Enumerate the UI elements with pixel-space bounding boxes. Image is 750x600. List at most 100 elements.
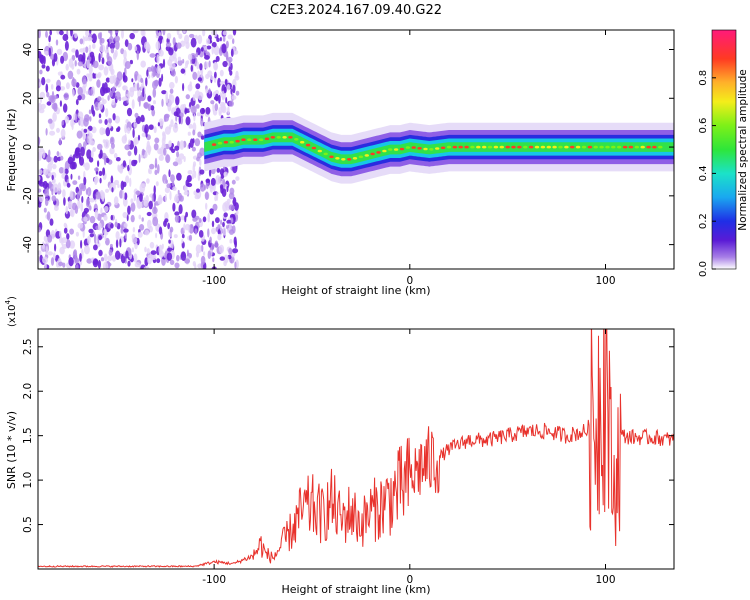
noise-speckle <box>89 30 92 34</box>
noise-speckle <box>110 215 114 221</box>
noise-speckle <box>138 214 142 220</box>
noise-speckle <box>92 43 96 49</box>
noise-speckle <box>189 138 194 148</box>
noise-speckle <box>92 60 99 69</box>
ridge-peak <box>552 145 557 149</box>
noise-speckle <box>154 157 158 168</box>
noise-speckle <box>90 150 94 158</box>
noise-speckle <box>83 117 89 127</box>
noise-speckle <box>77 199 81 209</box>
noise-speckle <box>204 55 210 60</box>
noise-speckle <box>187 170 193 175</box>
noise-speckle <box>158 77 162 87</box>
ridge-peak <box>634 145 639 149</box>
noise-speckle <box>40 54 45 65</box>
y-tick-label: -40 <box>22 236 34 253</box>
heatmap-ticks: -100 0 100 40 20 0 -20 -40 <box>22 30 674 287</box>
noise-speckle <box>40 96 42 104</box>
noise-speckle <box>188 234 193 242</box>
noise-speckle <box>229 229 234 235</box>
noise-speckle <box>209 208 214 215</box>
noise-speckle <box>125 89 128 95</box>
ridge-peak <box>646 145 651 149</box>
noise-speckle <box>210 100 215 105</box>
noise-speckle <box>217 77 221 88</box>
noise-speckle <box>205 178 211 183</box>
noise-speckle <box>62 33 69 42</box>
noise-speckle <box>98 234 103 241</box>
noise-speckle <box>182 58 185 64</box>
noise-speckle <box>77 95 82 101</box>
noise-speckle <box>164 218 169 223</box>
noise-speckle <box>144 229 150 236</box>
noise-speckle <box>77 111 84 119</box>
noise-speckle <box>161 73 164 82</box>
noise-speckle <box>74 205 79 214</box>
noise-speckle <box>102 167 106 176</box>
noise-speckle <box>129 177 132 187</box>
snr-series-line <box>38 329 674 568</box>
noise-speckle <box>157 148 163 155</box>
noise-speckle <box>206 45 212 50</box>
y-tick-label: -20 <box>22 187 34 204</box>
ridge-peak <box>611 145 616 149</box>
noise-speckle <box>52 163 57 170</box>
noise-speckle <box>112 86 116 93</box>
noise-speckle <box>154 79 159 87</box>
ridge-peak <box>476 145 481 149</box>
noise-speckle <box>120 224 123 234</box>
noise-speckle <box>183 191 189 196</box>
noise-speckle <box>155 232 158 239</box>
noise-speckle <box>72 89 75 97</box>
noise-speckle <box>197 131 202 138</box>
ridge-peak <box>388 148 393 151</box>
noise-speckle <box>108 118 112 124</box>
noise-speckle <box>64 40 69 51</box>
noise-speckle <box>235 70 239 79</box>
noise-speckle <box>56 127 60 133</box>
noise-speckle <box>38 169 43 175</box>
ridge-peak <box>270 136 275 139</box>
noise-speckle <box>165 154 171 164</box>
ridge-peak <box>493 145 499 149</box>
noise-speckle <box>80 239 83 249</box>
noise-speckle <box>81 196 84 203</box>
noise-speckle <box>193 113 196 122</box>
noise-speckle <box>49 218 54 226</box>
ridge-peak <box>358 155 364 159</box>
noise-speckle <box>63 222 67 228</box>
noise-speckle <box>67 200 73 209</box>
noise-speckle <box>197 34 203 45</box>
noise-speckle <box>101 193 105 202</box>
noise-speckle <box>108 249 113 256</box>
noise-speckle <box>172 123 179 133</box>
noise-speckle <box>114 35 120 43</box>
noise-speckle <box>226 84 231 91</box>
noise-speckle <box>88 205 92 211</box>
noise-speckle <box>150 250 157 256</box>
noise-speckle <box>205 38 211 45</box>
ridge-peak <box>458 145 463 149</box>
noise-speckle <box>53 102 58 112</box>
heatmap-frame <box>37 29 675 270</box>
noise-speckle <box>153 143 159 151</box>
x-tick-label: 100 <box>595 275 615 287</box>
noise-speckle <box>205 202 208 210</box>
noise-speckle <box>180 251 187 261</box>
noise-speckle <box>100 52 103 59</box>
snr-scale-exponent: 4 <box>4 299 12 304</box>
noise-speckle <box>178 153 185 160</box>
noise-speckle <box>148 200 153 210</box>
noise-speckle <box>94 167 99 172</box>
noise-speckle <box>88 156 94 163</box>
noise-speckle <box>217 233 222 241</box>
noise-speckle <box>80 146 85 157</box>
noise-speckle <box>173 234 178 239</box>
noise-speckle <box>81 75 87 85</box>
noise-speckle <box>88 228 94 234</box>
noise-speckle <box>162 132 167 142</box>
noise-speckle <box>97 160 100 168</box>
noise-speckle <box>163 147 167 156</box>
noise-speckle <box>217 224 221 230</box>
ridge-peak <box>282 136 287 139</box>
